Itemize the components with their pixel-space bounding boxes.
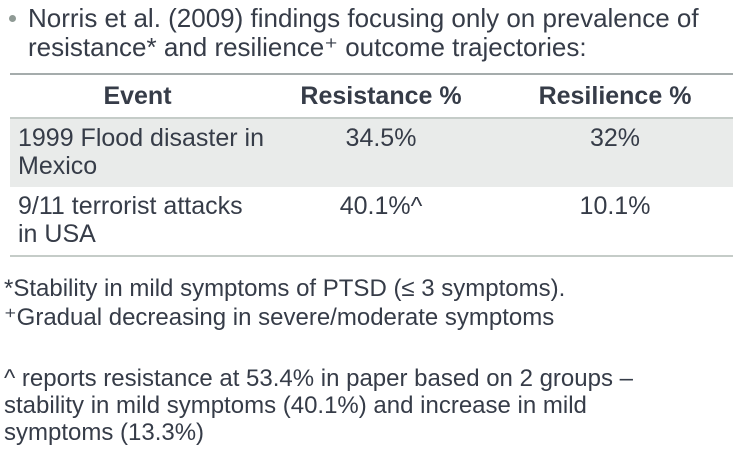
outcomes-table: Event Resistance % Resilience % 1999 Flo…	[10, 73, 733, 257]
footnote-plus: ⁺Gradual decreasing in severe/moderate s…	[4, 304, 555, 331]
caret-note-line-3: symptoms (13.3%)	[4, 419, 205, 446]
resistance-cell: 34.5%	[345, 124, 417, 152]
table-row-911: 9/11 terrorist attacks in USA 40.1%^ 10.…	[10, 187, 733, 257]
footnotes: *Stability in mild symptoms of PTSD (≤ 3…	[4, 274, 741, 332]
table-header-row: Event Resistance % Resilience %	[10, 73, 733, 119]
resilience-cell: 32%	[589, 124, 641, 152]
caret-note-line-1: ^ reports resistance at 53.4% in paper b…	[4, 365, 633, 392]
column-header-event: Event	[10, 73, 265, 119]
column-header-resilience: Resilience %	[497, 73, 733, 119]
footnote-asterisk: *Stability in mild symptoms of PTSD (≤ 3…	[4, 275, 566, 302]
resistance-cell: 40.1%^	[265, 187, 497, 257]
caret-note: ^ reports resistance at 53.4% in paper b…	[4, 365, 741, 446]
title-bullet-item: Norris et al. (2009) findings focusing o…	[0, 0, 741, 62]
caret-note-line-2: stability in mild symptoms (40.1%) and i…	[4, 392, 587, 419]
page-title: Norris et al. (2009) findings focusing o…	[28, 4, 699, 62]
event-cell: 1999 Flood disaster in Mexico	[18, 124, 264, 180]
title-line-2: resistance* and resilience⁺ outcome traj…	[28, 32, 587, 62]
event-cell: 9/11 terrorist attacks in USA	[10, 187, 265, 257]
resilience-cell: 10.1%	[497, 187, 733, 257]
title-line-1: Norris et al. (2009) findings focusing o…	[28, 3, 699, 33]
bullet-icon	[9, 15, 16, 22]
table-row-flood: 1999 Flood disaster in Mexico 34.5% 32%	[10, 118, 733, 187]
column-header-resistance: Resistance %	[265, 73, 497, 119]
